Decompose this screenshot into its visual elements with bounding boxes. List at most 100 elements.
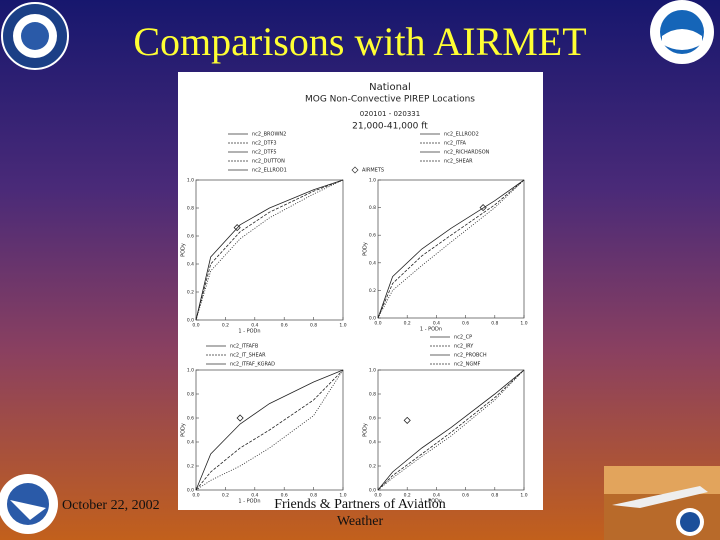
legend-label: nc2_NGMF bbox=[454, 362, 481, 368]
x-tick-label: 0.2 bbox=[222, 493, 229, 499]
x-axis-label: 1 - PODn bbox=[420, 327, 442, 333]
x-tick-label: 0.2 bbox=[222, 323, 229, 329]
legend-label: nc2_ITFA bbox=[444, 141, 467, 147]
y-axis-label: PODy bbox=[181, 243, 187, 257]
x-tick-label: 0.6 bbox=[462, 493, 469, 499]
x-tick-label: 1.0 bbox=[339, 323, 346, 329]
x-tick-label: 1.0 bbox=[520, 321, 527, 327]
legend-label: AIRMETS bbox=[362, 168, 384, 174]
roc-curve bbox=[377, 369, 525, 491]
y-tick-label: 0.6 bbox=[369, 233, 376, 239]
awc-plane-image bbox=[604, 466, 720, 540]
legend-marker bbox=[351, 166, 359, 174]
x-axis-label: 1 - PODn bbox=[420, 499, 442, 505]
noaa-logo bbox=[650, 0, 714, 64]
legend-label: nc2_BROWN2 bbox=[252, 132, 286, 138]
y-tick-label: 1.0 bbox=[187, 178, 194, 184]
x-tick-label: 0.0 bbox=[374, 493, 381, 499]
figure-header: National bbox=[369, 82, 411, 93]
legend-label: nc2_DTF5 bbox=[252, 150, 277, 156]
y-tick-label: 0.4 bbox=[187, 440, 194, 446]
y-tick-label: 0.0 bbox=[369, 488, 376, 494]
y-axis-label: PODy bbox=[181, 423, 187, 437]
figure-header: 21,000-41,000 ft bbox=[352, 122, 428, 132]
y-tick-label: 0.8 bbox=[369, 392, 376, 398]
legend-label: nc2_ELLROD2 bbox=[444, 132, 479, 138]
x-tick-label: 0.8 bbox=[491, 321, 498, 327]
plot-frame bbox=[195, 369, 344, 491]
roc-curve bbox=[377, 179, 525, 319]
x-tick-label: 0.2 bbox=[404, 493, 411, 499]
slide-title: Comparisons with AIRMET bbox=[133, 19, 586, 64]
x-tick-label: 1.0 bbox=[520, 493, 527, 499]
y-tick-label: 0.8 bbox=[187, 206, 194, 212]
y-tick-label: 0.0 bbox=[187, 488, 194, 494]
y-tick-label: 0.4 bbox=[369, 440, 376, 446]
y-tick-label: 1.0 bbox=[369, 368, 376, 374]
roc-curve bbox=[195, 369, 344, 491]
legend-label: nc2_DTF3 bbox=[252, 141, 277, 147]
footer-date: October 22, 2002 bbox=[62, 498, 160, 513]
y-tick-label: 0.6 bbox=[369, 416, 376, 422]
airmet-point bbox=[403, 416, 411, 424]
y-tick-label: 0.2 bbox=[187, 464, 194, 470]
roc-curve bbox=[195, 369, 344, 491]
x-tick-label: 0.6 bbox=[462, 321, 469, 327]
x-tick-label: 0.6 bbox=[281, 493, 288, 499]
y-axis-label: PODy bbox=[363, 423, 369, 437]
x-tick-label: 0.4 bbox=[251, 493, 258, 499]
y-tick-label: 0.8 bbox=[187, 392, 194, 398]
x-tick-label: 0.8 bbox=[310, 323, 317, 329]
x-axis-label: 1 - PODn bbox=[238, 499, 260, 505]
roc-curve bbox=[377, 369, 525, 491]
airmet-point bbox=[479, 204, 487, 212]
y-tick-label: 0.6 bbox=[187, 234, 194, 240]
x-tick-label: 0.0 bbox=[374, 321, 381, 327]
roc-curve bbox=[195, 369, 344, 491]
x-axis-label: 1 - PODn bbox=[238, 329, 260, 335]
roc-curve bbox=[377, 179, 525, 319]
y-axis-label: PODy bbox=[363, 242, 369, 256]
plot-frame bbox=[377, 369, 525, 491]
roc-curve bbox=[377, 369, 525, 491]
legend-label: nc2_PROBCH bbox=[454, 353, 487, 359]
y-tick-label: 0.0 bbox=[369, 316, 376, 322]
airmet-point bbox=[233, 224, 241, 232]
legend-label: nc2_SHEAR bbox=[444, 159, 473, 165]
x-tick-label: 0.8 bbox=[491, 493, 498, 499]
legend-label: nc2_CP bbox=[454, 335, 472, 341]
y-tick-label: 1.0 bbox=[187, 368, 194, 374]
legend-label: nc2_ELLROD1 bbox=[252, 168, 287, 174]
y-tick-label: 0.4 bbox=[369, 260, 376, 266]
x-tick-label: 0.4 bbox=[433, 493, 440, 499]
y-tick-label: 0.8 bbox=[369, 205, 376, 211]
legend-label: nc2_DUTTON bbox=[252, 159, 285, 165]
y-tick-label: 0.0 bbox=[187, 318, 194, 324]
x-tick-label: 0.0 bbox=[192, 493, 199, 499]
plot-frame bbox=[377, 179, 525, 319]
y-tick-label: 0.2 bbox=[187, 290, 194, 296]
x-tick-label: 1.0 bbox=[339, 493, 346, 499]
y-tick-label: 0.6 bbox=[187, 416, 194, 422]
x-tick-label: 0.6 bbox=[281, 323, 288, 329]
legend-label: nc2_ITFAFB bbox=[230, 344, 259, 350]
roc-curve bbox=[195, 179, 344, 321]
y-tick-label: 0.2 bbox=[369, 464, 376, 470]
legend-label: nc2_ITFAF_KGRAD bbox=[230, 362, 275, 368]
legend-label: nc2_RICHARDSON bbox=[444, 150, 490, 156]
airmet-point bbox=[236, 414, 244, 422]
roc-curve bbox=[195, 179, 344, 321]
figure-background bbox=[178, 72, 543, 510]
roc-curve bbox=[195, 179, 344, 321]
y-tick-label: 1.0 bbox=[369, 178, 376, 184]
legend-label: nc2_IT_SHEAR bbox=[230, 353, 266, 359]
roc-curve bbox=[377, 179, 525, 319]
plot-frame bbox=[195, 179, 344, 321]
figure-header: MOG Non-Convective PIREP Locations bbox=[305, 95, 475, 105]
x-tick-label: 0.0 bbox=[192, 323, 199, 329]
y-tick-label: 0.4 bbox=[187, 262, 194, 268]
doc-seal bbox=[1, 2, 69, 70]
weather-logo bbox=[0, 474, 58, 534]
